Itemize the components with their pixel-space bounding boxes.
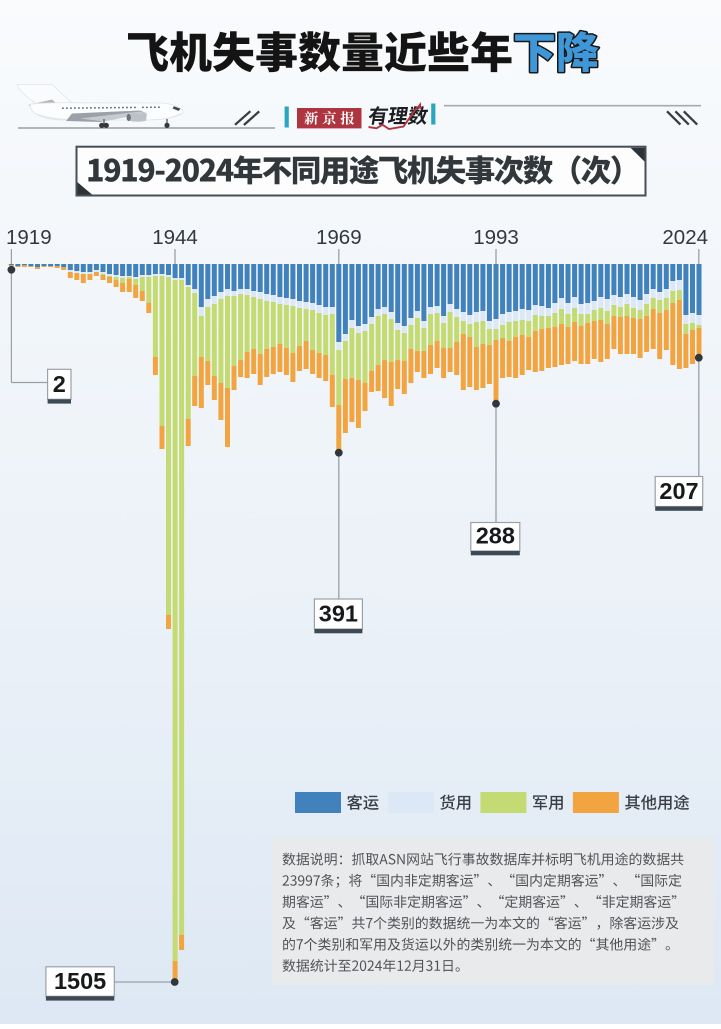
- svg-text:1505: 1505: [54, 968, 106, 994]
- svg-text:1919: 1919: [6, 226, 52, 249]
- svg-text:288: 288: [476, 523, 515, 549]
- svg-text:1944: 1944: [152, 226, 198, 249]
- svg-text:2024: 2024: [662, 226, 708, 249]
- svg-text:207: 207: [659, 478, 698, 504]
- svg-text:1993: 1993: [473, 226, 519, 249]
- svg-text:2: 2: [53, 371, 66, 397]
- svg-text:391: 391: [319, 601, 358, 627]
- svg-text:1969: 1969: [316, 226, 362, 249]
